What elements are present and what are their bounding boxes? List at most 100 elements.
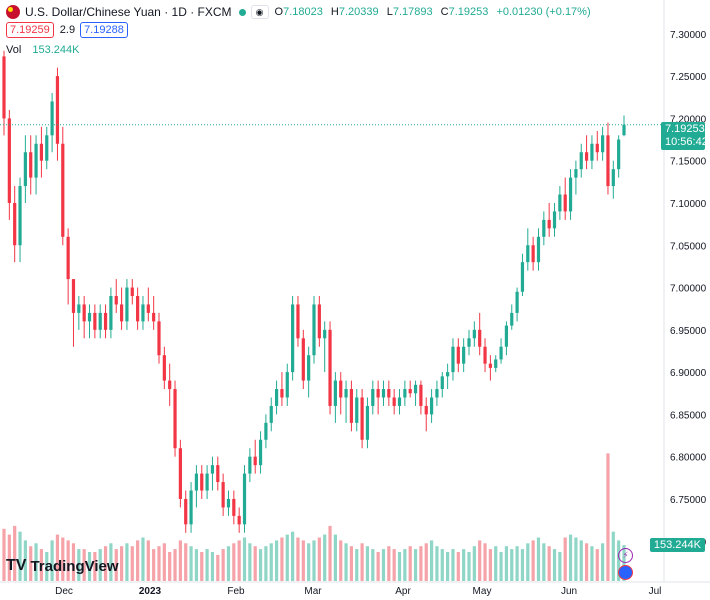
y-tick-label: 7.20000 bbox=[670, 114, 707, 125]
candle-body bbox=[403, 389, 407, 398]
volume-bar bbox=[536, 537, 541, 581]
volume-bar bbox=[61, 537, 65, 581]
tradingview-logo[interactable]: TV TradingView bbox=[6, 557, 119, 575]
symbol-title[interactable]: U.S. Dollar/Chinese Yuan · 1D · FXCM bbox=[25, 5, 232, 19]
x-tick-label: Jun bbox=[561, 586, 577, 597]
volume-bar bbox=[397, 552, 402, 581]
volume-bar bbox=[584, 543, 589, 581]
candle-body bbox=[478, 329, 482, 347]
candle-body bbox=[50, 101, 54, 136]
volume-bar bbox=[103, 546, 108, 581]
candle-body bbox=[125, 287, 129, 322]
candle-body bbox=[152, 312, 156, 322]
volume-bar bbox=[349, 546, 354, 581]
candle-body bbox=[248, 456, 252, 474]
candle-body bbox=[595, 143, 599, 153]
candle-body bbox=[494, 359, 498, 368]
candle-body bbox=[392, 397, 396, 406]
volume-bar bbox=[253, 546, 257, 581]
volume-bar bbox=[494, 546, 498, 581]
volume-bar bbox=[323, 534, 327, 581]
candle-body bbox=[606, 135, 610, 187]
volume-bar bbox=[98, 549, 102, 581]
candle-body bbox=[7, 118, 11, 203]
volume-label[interactable]: Vol bbox=[6, 44, 22, 56]
candle-body bbox=[205, 473, 209, 491]
volume-bar bbox=[34, 543, 38, 581]
volume-bar bbox=[510, 549, 514, 581]
volume-bar bbox=[87, 552, 92, 581]
candle-body bbox=[98, 312, 102, 330]
candle-body bbox=[355, 397, 359, 423]
candle-body bbox=[360, 397, 364, 440]
eye-icon[interactable]: ◉ bbox=[250, 5, 269, 19]
candle-body bbox=[136, 296, 140, 322]
candle-body bbox=[339, 380, 343, 398]
y-tick-label: 7.05000 bbox=[670, 241, 707, 252]
candle-body bbox=[611, 169, 615, 187]
volume-bar bbox=[392, 549, 396, 581]
candle-body bbox=[552, 211, 557, 229]
sell-price-button[interactable]: 7.19259 bbox=[6, 22, 54, 38]
y-tick-label: 7.00000 bbox=[670, 284, 707, 295]
candle-body bbox=[232, 498, 236, 516]
volume-bar bbox=[419, 546, 423, 581]
candle-body bbox=[55, 76, 60, 144]
candle-body bbox=[114, 296, 118, 305]
last-price-tag: 7.19253 10:56:42 bbox=[661, 122, 708, 150]
candle-body bbox=[216, 465, 220, 483]
y-tick-label: 7.25000 bbox=[670, 72, 707, 83]
candle-body bbox=[226, 498, 231, 508]
candle-body bbox=[435, 389, 439, 398]
candle-body bbox=[601, 135, 605, 153]
volume-bar bbox=[23, 540, 27, 581]
candle-body bbox=[376, 389, 380, 398]
market-open-status-icon bbox=[238, 8, 246, 16]
candle-body bbox=[526, 245, 530, 263]
candle-body bbox=[456, 346, 460, 364]
volume-bar bbox=[601, 543, 605, 581]
volume-bar bbox=[274, 540, 279, 581]
candle-body bbox=[558, 194, 562, 212]
candle-body bbox=[280, 389, 284, 398]
volume-bar bbox=[200, 552, 204, 581]
candle-body bbox=[344, 389, 348, 398]
candle-body bbox=[210, 465, 215, 474]
lightning-event-icon[interactable]: ⚡ bbox=[618, 548, 633, 563]
volume-bar bbox=[173, 549, 177, 581]
candle-body bbox=[531, 245, 535, 263]
volume-bar bbox=[488, 549, 492, 581]
volume-bar bbox=[71, 543, 76, 581]
volume-bar bbox=[547, 546, 551, 581]
volume-bar bbox=[291, 531, 295, 581]
candle-body bbox=[515, 291, 519, 313]
volume-bar bbox=[285, 534, 289, 581]
candle-body bbox=[221, 482, 225, 508]
candle-body bbox=[45, 135, 49, 161]
candle-body bbox=[93, 312, 97, 330]
volume-bar bbox=[119, 546, 124, 581]
volume-bar bbox=[157, 546, 161, 581]
volume-bar bbox=[210, 552, 215, 581]
y-tick-label: 7.15000 bbox=[670, 157, 707, 168]
candle-body bbox=[109, 296, 113, 330]
volume-bar bbox=[456, 552, 460, 581]
buy-price-button[interactable]: 7.19288 bbox=[80, 22, 128, 38]
us-flag-event-icon[interactable] bbox=[618, 565, 633, 580]
y-tick-label: 6.80000 bbox=[670, 453, 707, 464]
volume-tag: 153.244K bbox=[649, 538, 705, 552]
volume-bar bbox=[462, 549, 466, 581]
volume-bar bbox=[242, 537, 247, 581]
volume-bars bbox=[2, 453, 626, 581]
volume-bar bbox=[617, 540, 621, 581]
candle-body bbox=[87, 312, 92, 322]
volume-bar bbox=[403, 549, 407, 581]
candle-body bbox=[510, 312, 514, 326]
volume-bar bbox=[467, 552, 471, 581]
volume-legend: Vol 153.244K bbox=[6, 44, 79, 56]
candle-body bbox=[408, 389, 412, 394]
volume-bar bbox=[152, 549, 156, 581]
volume-bar bbox=[424, 543, 428, 581]
volume-bar bbox=[504, 546, 509, 581]
